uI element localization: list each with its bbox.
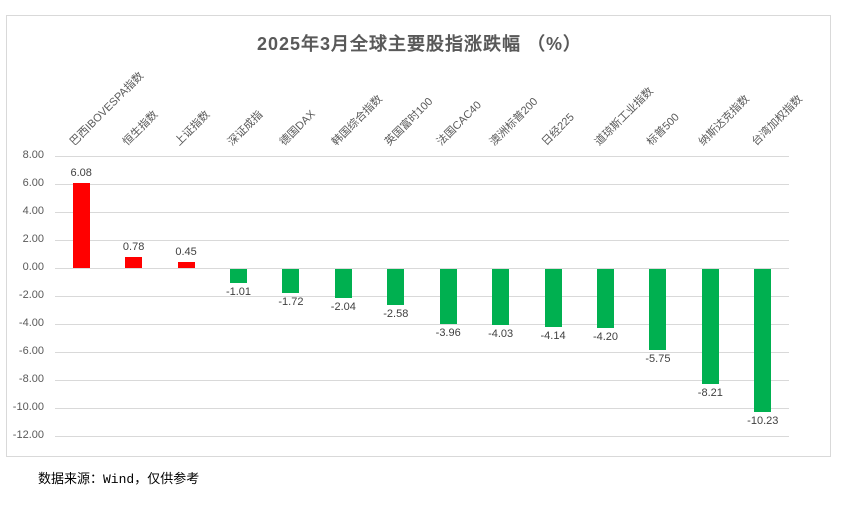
gridline	[55, 296, 789, 297]
bar	[492, 269, 510, 326]
bar-value-label: -4.20	[592, 330, 619, 343]
bar-value-label: -4.14	[540, 329, 566, 342]
chart-frame	[6, 15, 831, 457]
gridline	[55, 352, 789, 353]
y-axis-tick-label: 6.00	[22, 177, 44, 189]
y-axis-tick-label: 8.00	[22, 149, 44, 161]
bar	[439, 269, 457, 325]
gridline	[55, 184, 789, 185]
gridline	[55, 240, 789, 241]
y-axis-tick-label: -12.00	[12, 429, 44, 441]
y-axis-tick-label: -8.00	[18, 373, 44, 385]
bar-value-label: -10.23	[747, 415, 779, 428]
bar	[282, 269, 300, 294]
bar	[597, 269, 614, 328]
bar-value-label: 6.08	[70, 166, 92, 179]
y-axis-tick-label: -10.00	[12, 401, 44, 413]
bar	[544, 269, 562, 327]
gridline	[55, 268, 789, 269]
bar-value-label: -1.01	[225, 286, 252, 299]
bar	[125, 257, 143, 268]
bar-value-label: -8.21	[697, 386, 723, 399]
bar-value-label: -3.96	[435, 327, 461, 340]
bar-value-label: 0.45	[175, 245, 197, 258]
y-axis-tick-label: -2.00	[18, 289, 44, 301]
data-source-note: 数据来源：Wind，仅供参考	[38, 472, 200, 487]
y-axis-tick-label: 0.00	[22, 261, 44, 273]
bar-value-label: -4.03	[488, 328, 514, 341]
chart-title: 2025年3月全球主要股指涨跌幅 （%）	[256, 34, 583, 54]
bar	[754, 269, 772, 413]
gridline	[55, 324, 789, 325]
y-axis-tick-label: -6.00	[18, 345, 44, 357]
gridline	[55, 380, 789, 381]
gridline	[55, 436, 789, 437]
y-axis-tick-label: 4.00	[22, 205, 44, 217]
bar	[72, 182, 90, 268]
bar-value-label: 0.78	[122, 241, 145, 254]
y-axis-tick-label: -4.00	[18, 317, 44, 329]
bar-value-label: -2.04	[330, 300, 356, 313]
bar-value-label: -2.58	[383, 308, 409, 321]
bar	[701, 269, 719, 384]
gridline	[55, 156, 789, 157]
gridline	[55, 408, 789, 409]
bar-value-label: -5.75	[645, 352, 671, 365]
bar	[387, 269, 405, 306]
bar-value-label: -1.72	[278, 296, 304, 309]
y-axis-tick-label: 2.00	[22, 233, 44, 245]
bar	[177, 261, 195, 268]
bar	[230, 269, 247, 284]
bar	[649, 269, 667, 350]
gridline	[55, 212, 789, 213]
bar	[334, 269, 352, 298]
